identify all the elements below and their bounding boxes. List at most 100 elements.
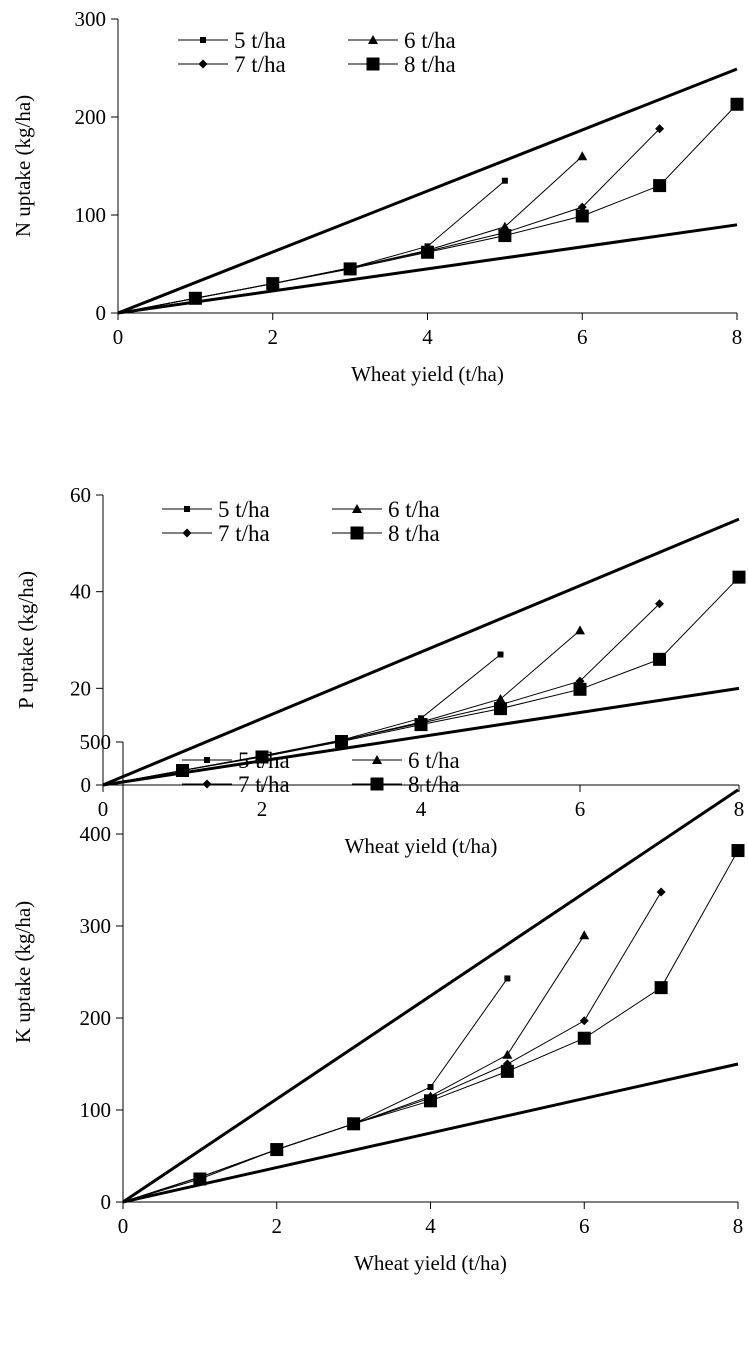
chart-panel-2: 0 20 40 60 0 2 4 6 8 Wheat yield (t/ha) P uptake (… [14,483,746,858]
data-point [653,179,667,193]
data-point [731,844,745,858]
data-point [504,975,511,982]
y-axis-label: N uptake (kg/ha) [11,95,35,237]
x-axis-label: Wheat yield (t/ha) [354,1251,507,1275]
x-axis-label: Wheat yield (t/ha) [345,834,498,858]
legend-label: 5 t/ha [218,497,270,522]
data-point [335,735,348,748]
series-line [122,850,739,1203]
data-point [579,1016,589,1026]
legend-marker [370,777,384,791]
x-tick-label: 2 [272,1214,283,1238]
data-point [176,764,189,777]
series-4 [102,570,746,786]
legend-marker [352,504,362,513]
y-tick-label: 400 [80,822,112,846]
x-tick-label: 8 [733,1214,744,1238]
y-tick-label: 0 [81,773,92,797]
legend-marker [372,755,382,764]
y-tick-label: 500 [80,730,112,754]
legend-label: 5 t/ha [234,28,286,53]
upper-envelope-line [122,788,739,1204]
data-point [655,124,665,134]
x-tick-label: 8 [734,797,745,821]
legend: 5 t/ha 6 t/ha 7 t/ha 8 t/ha [182,748,460,797]
lower-envelope-line [102,686,740,787]
legend-marker [366,57,380,71]
y-tick-label: 300 [80,914,112,938]
data-point [495,693,506,703]
data-point [655,599,664,609]
legend-marker [182,528,192,538]
upper-envelope-line [117,67,738,315]
x-tick-label: 2 [257,797,268,821]
data-point [188,291,202,305]
series-line [122,978,508,1203]
legend-marker [200,37,206,43]
y-tick-label: 20 [70,676,91,700]
lower-envelope-line [117,223,738,315]
legend: 5 t/ha 6 t/ha 7 t/ha 8 t/ha [178,28,456,77]
data-point [347,1117,361,1131]
x-tick-label: 0 [118,1214,129,1238]
x-tick-label: 6 [579,1214,590,1238]
chart-panel-1: 0 100 200 300 0 2 4 6 8 Wheat yield (t/ha) N uptak… [11,7,744,386]
data-point [500,1064,514,1078]
legend-label: 7 t/ha [238,772,290,797]
data-point [421,245,434,259]
y-tick-label: 100 [75,203,107,227]
data-point [343,262,357,276]
data-point [730,97,744,111]
data-point [427,1084,434,1090]
data-point [577,1031,591,1045]
x-tick-label: 4 [425,1214,436,1238]
data-point [579,930,590,940]
legend-label: 7 t/ha [218,521,270,546]
data-point [193,1172,207,1186]
legend-label: 5 t/ha [238,748,290,773]
y-tick-label: 0 [101,1190,112,1214]
legend-marker [368,35,378,44]
y-tick-label: 40 [70,580,91,604]
series-line [117,103,738,314]
x-tick-label: 8 [732,325,743,349]
legend-label: 8 t/ha [388,521,440,546]
series-4 [117,97,744,314]
data-point [653,652,666,666]
legend-label: 6 t/ha [408,748,460,773]
data-point [502,1049,513,1059]
data-point [575,625,585,635]
legend-marker [350,526,364,540]
data-point [414,718,428,732]
series-1 [117,177,508,314]
x-tick-label: 6 [575,797,586,821]
legend-label: 7 t/ha [234,52,286,77]
y-axis-label: K uptake (kg/ha) [11,901,35,1043]
y-tick-label: 100 [80,1098,112,1122]
legend: 5 t/ha 6 t/ha 7 t/ha 8 t/ha [162,497,440,546]
data-point [577,202,587,212]
data-point [266,277,280,291]
y-tick-label: 0 [96,301,107,325]
data-point [499,221,510,231]
lower-envelope-line [122,1062,739,1204]
upper-envelope-line [102,517,740,787]
data-point [270,1143,284,1157]
y-tick-label: 200 [75,105,107,129]
data-point [654,981,668,995]
data-point [424,1094,437,1108]
legend-label: 6 t/ha [388,497,440,522]
data-point [573,682,587,696]
x-tick-label: 4 [416,797,427,821]
legend-marker [204,757,210,763]
series-line [102,629,581,786]
data-point [577,151,588,161]
x-tick-label: 2 [268,325,279,349]
data-point [575,209,589,223]
data-point [497,651,504,658]
series-4 [122,844,745,1203]
y-axis-label: P uptake (kg/ha) [14,571,38,709]
y-tick-label: 300 [75,7,107,31]
x-tick-label: 0 [113,325,124,349]
data-point [498,229,512,243]
